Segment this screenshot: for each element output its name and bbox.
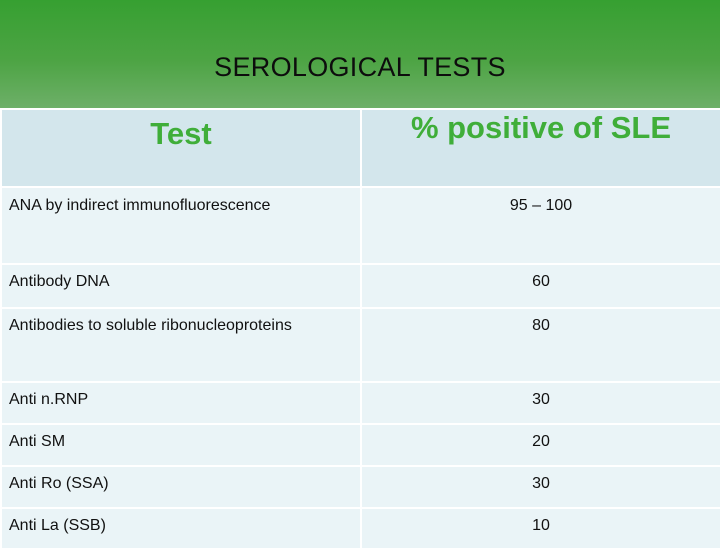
slide-title: SEROLOGICAL TESTS bbox=[214, 52, 506, 82]
table-row: ANA by indirect immunofluorescence 95 – … bbox=[0, 186, 720, 265]
percent-cell: 95 – 100 bbox=[360, 186, 720, 265]
test-name-cell: Antibody DNA bbox=[0, 263, 362, 309]
column-header-test: Test bbox=[0, 108, 362, 188]
table-row: Antibodies to soluble ribonucleoproteins… bbox=[0, 307, 720, 383]
test-name-cell: Anti SM bbox=[0, 423, 362, 467]
percent-cell: 10 bbox=[360, 507, 720, 550]
table-row: Anti Ro (SSA) 30 bbox=[0, 465, 720, 509]
test-name-cell: Anti La (SSB) bbox=[0, 507, 362, 550]
test-name-cell: Anti Ro (SSA) bbox=[0, 465, 362, 509]
table-row: Anti n.RNP 30 bbox=[0, 381, 720, 425]
percent-cell: 30 bbox=[360, 465, 720, 509]
percent-cell: 20 bbox=[360, 423, 720, 467]
serology-table: Test % positive of SLE ANA by indirect i… bbox=[0, 108, 720, 550]
test-name-cell: Antibodies to soluble ribonucleoproteins bbox=[0, 307, 362, 383]
table-row: Anti SM 20 bbox=[0, 423, 720, 467]
percent-cell: 60 bbox=[360, 263, 720, 309]
test-name-cell: ANA by indirect immunofluorescence bbox=[0, 186, 362, 265]
table-row: Antibody DNA 60 bbox=[0, 263, 720, 309]
percent-cell: 30 bbox=[360, 381, 720, 425]
test-name-cell: Anti n.RNP bbox=[0, 381, 362, 425]
table-header-row: Test % positive of SLE bbox=[0, 108, 720, 188]
percent-cell: 80 bbox=[360, 307, 720, 383]
column-header-percent-positive: % positive of SLE bbox=[360, 108, 720, 188]
title-banner bbox=[0, 0, 720, 110]
table-row: Anti La (SSB) 10 bbox=[0, 507, 720, 550]
